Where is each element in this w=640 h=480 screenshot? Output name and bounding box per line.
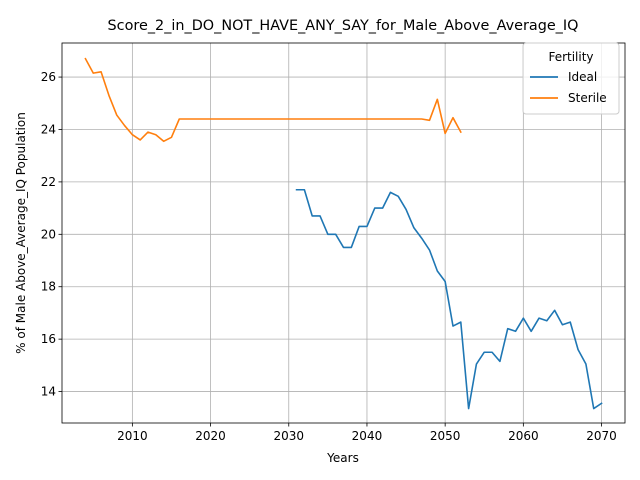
series-line-sterile — [84, 57, 462, 143]
legend-title: Fertility — [548, 50, 593, 64]
legend-label-sterile: Sterile — [568, 91, 607, 105]
x-tick-label: 2040 — [352, 429, 383, 443]
x-tick-label: 2020 — [195, 429, 226, 443]
x-tick-label: 2060 — [508, 429, 539, 443]
y-tick-label: 16 — [41, 332, 56, 346]
y-axis-label: % of Male Above_Average_IQ Population — [14, 112, 28, 354]
x-tick-label: 2050 — [430, 429, 461, 443]
legend: Fertility Ideal Sterile — [522, 42, 620, 115]
series-layer — [84, 57, 603, 410]
y-tick-label: 18 — [41, 280, 56, 294]
y-tick-label: 24 — [41, 122, 56, 136]
y-axis: 14 16 18 20 22 24 26 — [41, 70, 62, 399]
y-tick-label: 20 — [41, 227, 56, 241]
x-tick-label: 2030 — [273, 429, 304, 443]
y-tick-label: 14 — [41, 385, 56, 399]
x-tick-label: 2010 — [117, 429, 148, 443]
legend-label-ideal: Ideal — [568, 70, 597, 84]
legend-box — [522, 42, 620, 115]
x-axis: 2010 2020 2030 2040 2050 2060 2070 — [117, 423, 617, 443]
chart-title: Score_2_in_DO_NOT_HAVE_ANY_SAY_for_Male_… — [108, 18, 579, 34]
x-axis-label: Years — [326, 451, 359, 465]
y-tick-label: 26 — [41, 70, 56, 84]
grid — [62, 43, 625, 423]
plot-frame — [61, 42, 626, 424]
series-line-ideal — [295, 188, 603, 410]
y-tick-label: 22 — [41, 175, 56, 189]
x-tick-label: 2070 — [586, 429, 617, 443]
